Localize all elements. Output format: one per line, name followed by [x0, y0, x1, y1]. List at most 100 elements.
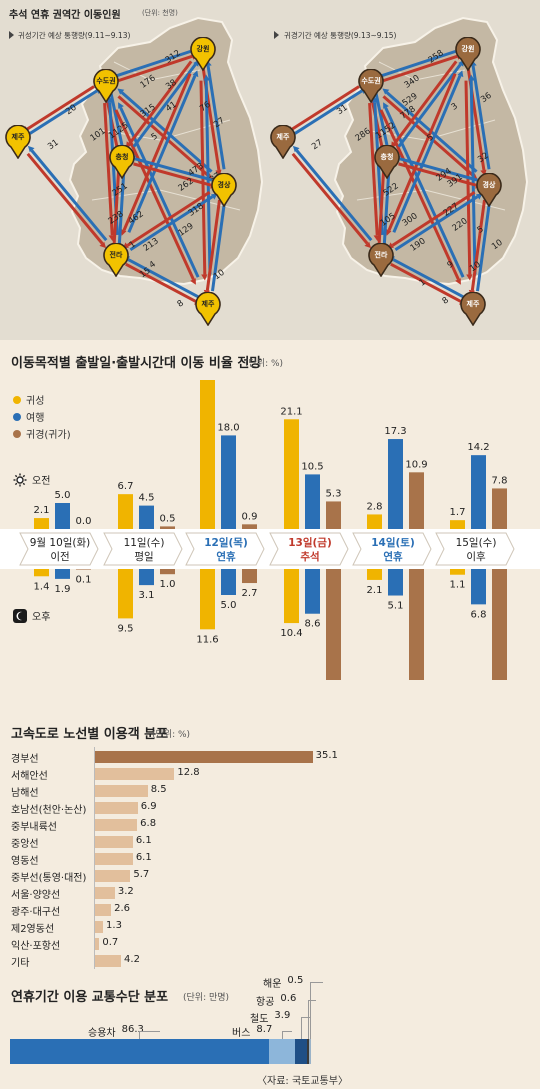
map-pin-icon	[93, 68, 119, 104]
region-pin: 충청	[374, 144, 400, 180]
region-label: 제주	[466, 300, 480, 308]
return-arrowhead	[118, 102, 124, 109]
date-sub-label: 추석	[300, 550, 319, 563]
outbound-route-arrow	[125, 262, 197, 303]
outbound-route-arrow	[382, 54, 458, 83]
outbound-route-arrow	[26, 152, 104, 245]
map-pin-icon	[109, 144, 135, 180]
route-value-label: 1.3	[106, 920, 122, 931]
right-map-caption: 귀경기간 예상 통행량(9.13~9.15)	[284, 31, 397, 40]
pin-body	[190, 36, 216, 72]
am-value-label: 4.5	[139, 493, 155, 504]
am-bar	[55, 503, 70, 529]
outbound-route-arrow	[393, 60, 458, 145]
am-value-label: 1.7	[450, 507, 466, 518]
route-chart-axis	[94, 747, 95, 969]
section1-title: 이동목적별 출발일·출발시간대 이동 비율 전망	[11, 356, 262, 371]
return-route-arrow	[399, 157, 478, 182]
section-divider	[0, 340, 540, 344]
return-arrowhead	[203, 74, 210, 81]
mode-segment	[306, 1039, 309, 1064]
mode-leader-line	[300, 1017, 310, 1018]
outbound-arrowhead	[385, 228, 392, 236]
pin-body	[460, 291, 486, 327]
date-chevron	[185, 532, 265, 566]
return-arrowhead	[117, 88, 125, 95]
pm-bar	[450, 569, 465, 575]
region-pin: 전라	[103, 242, 129, 278]
region-pin: 제주	[195, 291, 221, 327]
mode-leader-line	[307, 1000, 316, 1001]
date-sub-label: 이전	[50, 551, 69, 563]
date-sub-label: 평일	[134, 550, 153, 563]
route-label: 서울·양양선	[11, 890, 61, 901]
map-pin-icon	[103, 242, 129, 278]
route-value-label: 6.1	[135, 835, 152, 846]
return-arrowhead	[292, 145, 300, 153]
return-route-arrow	[132, 63, 197, 148]
mode-label: 버스 8.7	[232, 1024, 272, 1039]
region-label: 강원	[461, 45, 475, 53]
am-value-label: 18.0	[217, 422, 239, 433]
return-route-arrow	[211, 200, 227, 292]
pm-bar	[55, 569, 70, 579]
legend-label-travel: 여행	[26, 413, 45, 424]
am-bar	[492, 488, 507, 529]
am-value-label: 0.5	[160, 513, 176, 524]
am-value-label: 6.7	[118, 481, 134, 492]
route-value-label: 5.7	[133, 869, 150, 880]
am-label: 오전	[32, 476, 51, 487]
route-bar	[95, 955, 122, 967]
return-route-arrow	[129, 195, 214, 252]
outbound-route-arrow	[117, 54, 193, 83]
return-route-arrow	[382, 169, 391, 245]
am-marker: 오전	[13, 472, 50, 487]
outbound-route-arrow	[112, 169, 121, 245]
date-chevron	[19, 532, 99, 566]
date-label: 15일(수)	[456, 536, 497, 549]
am-bar	[34, 518, 49, 529]
am-bar	[221, 435, 236, 529]
pm-value-label: 1.0	[160, 579, 176, 590]
route-label: 제2영동선	[11, 924, 55, 935]
return-route-arrow	[295, 149, 373, 242]
pm-value-label: 3.1	[139, 590, 155, 601]
pm-value-label: 1.9	[55, 584, 71, 595]
am-bar	[471, 455, 486, 529]
map-pin-icon	[368, 242, 394, 278]
pm-value-label: 8.6	[305, 619, 321, 630]
mode-name: 해운	[263, 979, 282, 990]
am-bar	[367, 514, 382, 529]
map-pin-icon	[374, 144, 400, 180]
date-chevron	[352, 532, 432, 566]
route-value-label: 6.8	[140, 818, 157, 829]
pm-bar	[367, 569, 382, 580]
mode-segment	[10, 1039, 269, 1064]
pin-body	[358, 68, 384, 104]
map-pin-icon	[190, 36, 216, 72]
region-pin: 경상	[211, 172, 237, 208]
pin-body	[476, 172, 502, 208]
route-bar	[95, 853, 133, 865]
mode-label: 승용차 86.3	[88, 1024, 144, 1039]
mode-name: 항공	[256, 997, 275, 1008]
map-pin-icon	[195, 291, 221, 327]
outbound-arrowhead	[466, 274, 473, 281]
date-label: 14일(토)	[371, 536, 415, 549]
mode-leader-drop	[307, 1000, 309, 1039]
map-pin-icon	[455, 36, 481, 72]
left-route-arrows	[22, 49, 229, 305]
mode-label: 항공 0.6	[256, 993, 296, 1008]
date-chevron	[103, 532, 183, 566]
mode-leader-line	[281, 1031, 292, 1032]
region-pin: 충청	[109, 144, 135, 180]
region-pin: 전라	[368, 242, 394, 278]
region-label: 경상	[217, 181, 231, 189]
map-panel: 추석 연휴 권역간 이동인원 (단위: 천명) 귀성기간 예상 통행량(9.11…	[0, 0, 540, 340]
sun-icon	[13, 473, 27, 486]
pm-value-label: 9.5	[118, 623, 134, 634]
map-pin-icon	[211, 172, 237, 208]
region-label: 전라	[374, 251, 388, 259]
route-bar	[95, 802, 138, 814]
outbound-route-arrow	[133, 162, 212, 187]
